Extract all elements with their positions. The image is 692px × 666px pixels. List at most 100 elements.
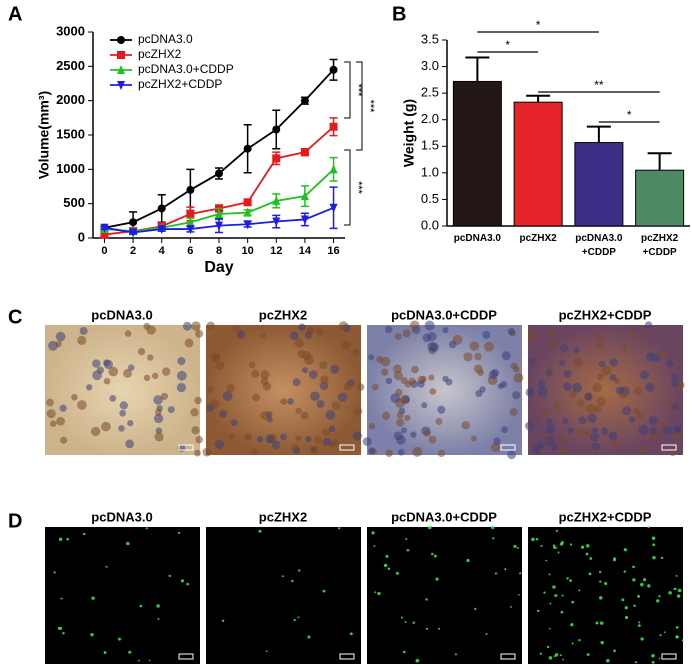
legend-label: pcDNA3.0	[138, 32, 193, 46]
scale-bar	[500, 444, 516, 451]
marker	[186, 185, 195, 194]
image-texture	[548, 627, 551, 630]
image-texture	[501, 351, 511, 361]
image-texture	[550, 340, 558, 349]
marker	[117, 81, 125, 90]
image-texture	[428, 435, 437, 444]
image-texture	[610, 438, 619, 447]
image-texture	[422, 333, 432, 343]
image-texture	[77, 400, 87, 410]
image-texture	[527, 331, 538, 342]
image-texture	[222, 391, 233, 401]
image-texture	[647, 525, 650, 529]
micrograph	[45, 527, 200, 664]
image-texture	[176, 382, 187, 393]
image-texture	[103, 377, 111, 385]
scale-bar	[339, 444, 355, 451]
image-texture	[645, 382, 655, 392]
image-texture	[557, 551, 560, 554]
image-texture	[640, 445, 648, 454]
image-texture	[128, 650, 132, 654]
image-texture	[404, 381, 412, 388]
image-texture	[620, 344, 628, 352]
image-texture	[215, 361, 225, 371]
image-texture	[552, 546, 556, 549]
image-texture	[669, 449, 677, 457]
image-texture	[125, 439, 135, 449]
image-texture	[194, 396, 202, 405]
image-texture	[634, 386, 643, 396]
image-texture	[330, 364, 340, 374]
image-texture	[145, 527, 148, 530]
image-texture	[381, 411, 391, 420]
image-texture	[177, 531, 181, 535]
image-texture	[103, 359, 111, 367]
image-texture	[319, 361, 328, 370]
panel-label: B	[392, 3, 406, 25]
image-texture	[383, 563, 388, 568]
image-texture	[545, 559, 547, 562]
image-texture	[427, 525, 432, 530]
image-texture	[117, 637, 121, 641]
image-texture	[219, 410, 227, 418]
image-texture	[154, 432, 164, 442]
image-texture	[58, 537, 63, 541]
image-texture	[553, 655, 556, 658]
significance-bracket	[356, 61, 363, 151]
marker	[186, 217, 195, 227]
image-texture	[428, 374, 435, 381]
significance-bracket	[344, 61, 351, 119]
image-texture	[202, 447, 212, 457]
y-tick-label: 2500	[56, 58, 85, 73]
image-texture	[207, 386, 214, 393]
image-texture	[139, 604, 143, 608]
image-texture	[546, 645, 550, 649]
image-texture	[352, 431, 362, 441]
image-texture	[578, 589, 581, 592]
image-texture	[595, 341, 604, 349]
image-texture	[396, 411, 404, 419]
image-texture	[91, 596, 95, 600]
image-texture	[421, 402, 428, 409]
image-texture	[415, 658, 420, 663]
y-tick-label: 3.5	[421, 31, 439, 46]
image-texture	[601, 365, 612, 376]
image-texture	[548, 573, 551, 576]
image-texture	[385, 449, 393, 458]
image-texture	[547, 329, 556, 338]
image-texture	[473, 364, 483, 374]
image-texture	[316, 399, 325, 408]
image-texture	[624, 606, 628, 610]
image-texture	[548, 656, 553, 660]
y-tick-label: 2000	[56, 92, 85, 107]
legend-label: pcZHX2+CDDP	[138, 77, 222, 91]
image-texture	[195, 329, 204, 338]
image-texture	[429, 388, 437, 395]
image-texture	[512, 391, 521, 400]
image-texture	[307, 635, 311, 639]
x-tick-label: pcDNA3.0	[453, 233, 501, 244]
image-texture	[546, 418, 553, 425]
marker	[117, 65, 125, 74]
image-texture	[435, 418, 443, 425]
image-texture	[368, 423, 376, 430]
image-texture	[500, 380, 508, 388]
image-texture	[423, 429, 431, 437]
image-texture	[538, 387, 549, 397]
image-texture	[338, 321, 349, 331]
y-tick-label: 0.0	[421, 217, 439, 232]
image-texture	[604, 582, 608, 586]
image-texture	[563, 370, 572, 378]
image-texture	[90, 633, 94, 637]
image-texture	[623, 548, 627, 552]
image-texture	[356, 383, 365, 391]
image-texture	[249, 361, 256, 369]
image-texture	[442, 326, 449, 334]
image-texture	[56, 416, 65, 426]
image-texture	[331, 438, 340, 447]
image-texture	[425, 598, 428, 601]
image-texture	[161, 367, 171, 376]
image-texture	[289, 331, 299, 341]
x-tick-label: 10	[242, 245, 254, 257]
image-texture	[635, 412, 643, 419]
